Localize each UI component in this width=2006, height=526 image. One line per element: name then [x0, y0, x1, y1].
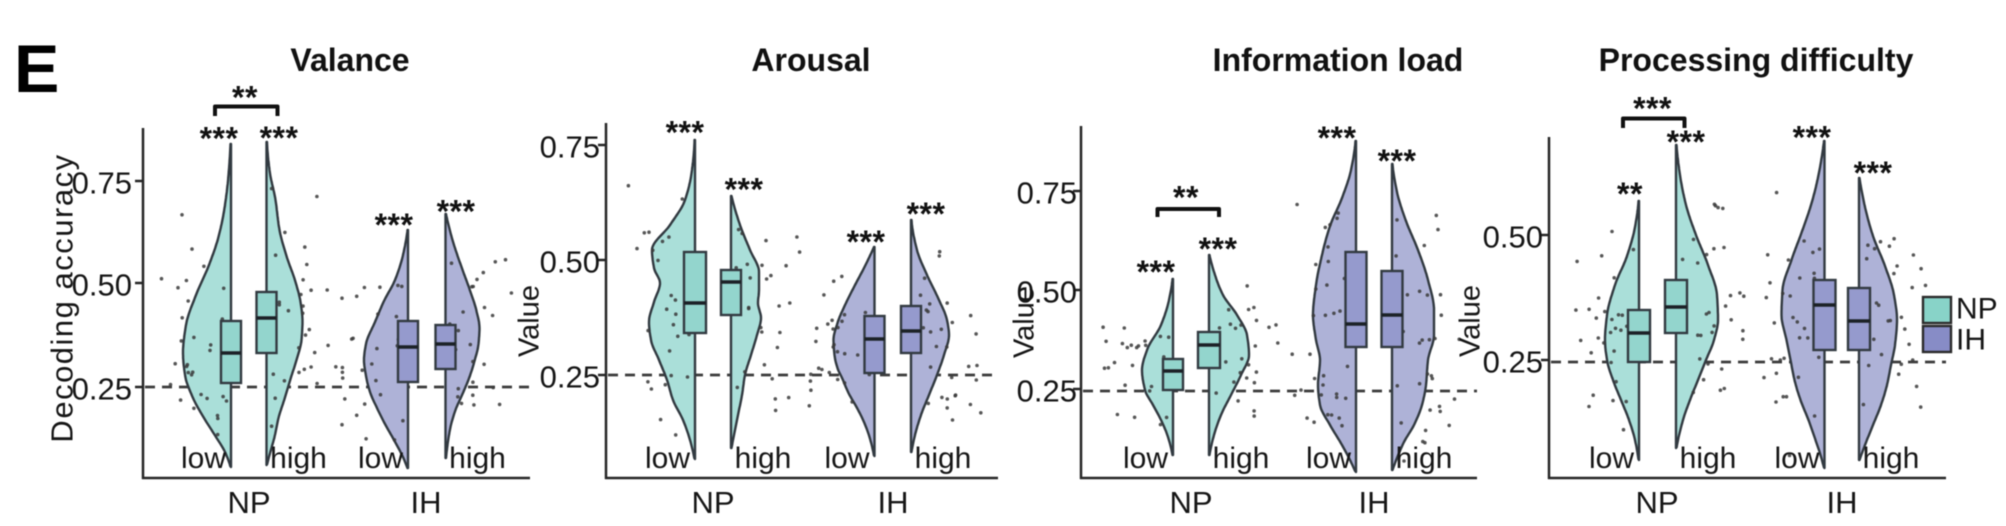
svg-text:low: low: [358, 442, 403, 475]
svg-text:0.75: 0.75: [72, 166, 132, 201]
svg-text:Processing difficulty: Processing difficulty: [1599, 42, 1914, 78]
svg-text:Information load: Information load: [1213, 42, 1464, 78]
svg-text:high: high: [735, 442, 792, 475]
svg-text:low: low: [1306, 442, 1351, 475]
svg-text:Arousal: Arousal: [751, 42, 870, 78]
svg-text:***: ***: [666, 115, 705, 151]
svg-text:IH: IH: [1956, 324, 1986, 357]
svg-text:***: ***: [1667, 124, 1706, 160]
svg-text:low: low: [1774, 442, 1819, 475]
svg-text:NP: NP: [1635, 485, 1678, 520]
svg-text:***: ***: [1199, 231, 1238, 267]
svg-text:**: **: [1617, 176, 1643, 212]
svg-text:low: low: [824, 442, 869, 475]
svg-text:low: low: [1589, 442, 1634, 475]
svg-text:Valance: Valance: [290, 42, 409, 78]
svg-text:NP: NP: [1956, 293, 1998, 326]
svg-text:high: high: [449, 442, 506, 475]
svg-text:0.75: 0.75: [1017, 176, 1077, 211]
svg-text:0.25: 0.25: [72, 372, 132, 407]
svg-text:***: ***: [1854, 155, 1893, 191]
svg-text:***: ***: [907, 196, 946, 232]
svg-text:Value: Value: [1455, 285, 1487, 357]
svg-text:E: E: [14, 31, 59, 107]
svg-text:high: high: [1213, 442, 1270, 475]
svg-text:high: high: [1863, 442, 1920, 475]
svg-text:**: **: [1173, 180, 1199, 216]
svg-text:Decoding accuracy: Decoding accuracy: [45, 153, 80, 442]
svg-text:IH: IH: [1359, 485, 1390, 520]
svg-text:***: ***: [375, 207, 414, 243]
svg-text:0.75: 0.75: [540, 130, 600, 165]
svg-text:Value: Value: [1009, 286, 1041, 358]
svg-text:NP: NP: [227, 485, 270, 520]
svg-text:0.50: 0.50: [72, 268, 132, 303]
svg-text:low: low: [181, 442, 226, 475]
svg-text:**: **: [232, 80, 258, 116]
svg-text:0.50: 0.50: [1483, 220, 1543, 255]
svg-text:0.50: 0.50: [1017, 275, 1077, 310]
svg-text:low: low: [645, 442, 690, 475]
svg-text:IH: IH: [1827, 485, 1858, 520]
svg-text:NP: NP: [691, 485, 734, 520]
svg-text:***: ***: [1137, 254, 1176, 290]
svg-text:NP: NP: [1169, 485, 1212, 520]
svg-text:***: ***: [437, 194, 476, 230]
svg-text:Value: Value: [514, 285, 546, 357]
svg-text:***: ***: [1318, 120, 1357, 156]
svg-text:0.25: 0.25: [1483, 345, 1543, 380]
svg-text:low: low: [1123, 442, 1168, 475]
svg-text:***: ***: [725, 172, 764, 208]
svg-text:0.50: 0.50: [540, 245, 600, 280]
svg-text:***: ***: [260, 120, 299, 156]
svg-text:***: ***: [847, 224, 886, 260]
svg-text:0.25: 0.25: [540, 360, 600, 395]
svg-text:high: high: [915, 442, 972, 475]
svg-text:high: high: [1680, 442, 1737, 475]
svg-text:IH: IH: [878, 485, 909, 520]
svg-text:0.25: 0.25: [1017, 374, 1077, 409]
svg-text:***: ***: [1793, 120, 1832, 156]
svg-text:***: ***: [1633, 91, 1672, 127]
svg-text:***: ***: [200, 121, 239, 157]
svg-text:high: high: [270, 442, 327, 475]
svg-text:***: ***: [1378, 143, 1417, 179]
svg-text:high: high: [1396, 442, 1453, 475]
svg-text:IH: IH: [411, 485, 442, 520]
